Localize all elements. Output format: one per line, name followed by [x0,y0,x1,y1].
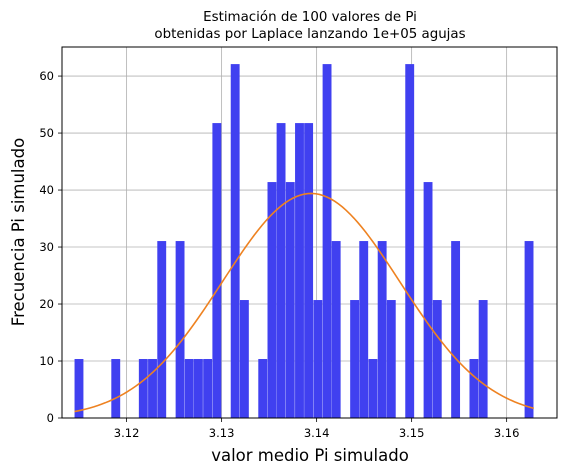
histogram-bar [138,359,148,418]
y-tick-label: 10 [39,354,54,368]
histogram-bar [432,300,442,418]
histogram-bar [111,359,121,418]
y-tick-label: 60 [39,69,54,83]
histogram-bar [423,182,433,418]
x-tick-label: 3.13 [209,426,235,440]
histogram-bar [331,241,341,418]
y-tick-label: 40 [39,183,54,197]
histogram-bar [276,123,286,419]
chart-title-line-1: Estimación de 100 valores de Pi [203,9,417,25]
histogram-bar [175,241,185,418]
histogram-bar [203,359,213,418]
histogram-bar [304,123,314,419]
histogram-bar [212,123,222,419]
histogram-bar [230,64,240,418]
chart-title-line-2: obtenidas por Laplace lanzando 1e+05 agu… [154,27,465,42]
histogram-bar [313,300,323,418]
x-tick-label: 3.15 [399,426,425,440]
histogram-bars [74,64,534,419]
histogram-bar [285,182,295,418]
histogram-bar [386,300,396,418]
histogram-bar [148,359,157,418]
histogram-bar [359,241,369,418]
histogram-bar [295,123,304,419]
x-axis-ticks: 3.12 3.13 3.14 3.15 3.16 [114,418,520,440]
y-axis-ticks: 0 10 20 30 40 50 60 [39,69,62,425]
histogram-bar [184,359,194,418]
y-axis-label: Frecuencia Pi simulado [9,138,28,326]
histogram-bar [451,241,461,418]
y-tick-label: 0 [47,411,54,425]
histogram-bar [524,241,534,418]
histogram-bar [377,241,387,418]
x-tick-label: 3.16 [494,426,520,440]
plot-frame [61,46,558,419]
histogram-bar [157,241,167,418]
y-tick-label: 50 [39,126,54,140]
histogram-bar [350,300,360,418]
x-tick-label: 3.12 [114,426,140,440]
normal-fit-curve [74,192,535,413]
histogram-bar [193,359,203,418]
histogram-bar [322,64,332,418]
histogram-bar [74,359,84,418]
histogram-bar [267,182,277,418]
histogram-bar [405,64,415,418]
histogram-bar [368,359,378,418]
y-tick-label: 30 [39,240,54,254]
x-tick-label: 3.14 [304,426,330,440]
histogram-bar [478,300,488,418]
histogram-bar [258,359,268,418]
y-tick-label: 20 [39,297,54,311]
histogram-bar [469,359,479,418]
histogram-bar [239,300,249,418]
x-axis-label: valor medio Pi simulado [211,446,409,465]
